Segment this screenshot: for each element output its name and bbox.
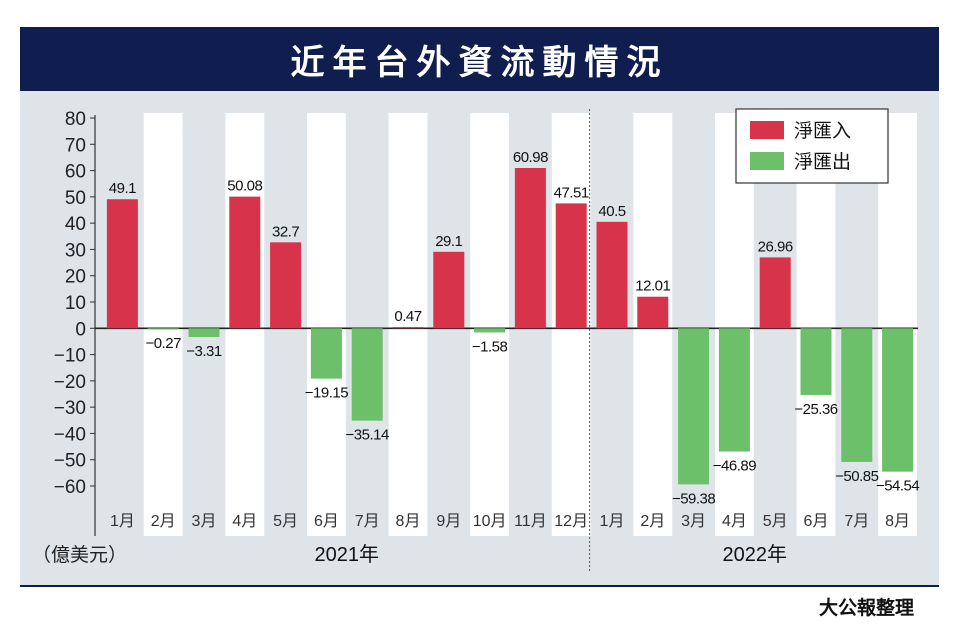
bar-value-label: −35.14 (346, 427, 389, 444)
x-tick-label: 1月 (110, 513, 135, 530)
bar-outflow (800, 328, 832, 395)
x-tick-label: 3月 (681, 513, 706, 530)
bar-inflow (637, 296, 669, 329)
bar-inflow (106, 199, 138, 329)
y-tick-label: −10 (54, 346, 86, 367)
bar-outflow (188, 328, 220, 337)
x-tick-label: 10月 (473, 513, 507, 530)
x-tick-label: 12月 (554, 513, 588, 530)
chart-panel: 80 70 60 50 40 30 20 10 0 −10 −20 −30 −40 −50 −60 49.1 1… (20, 91, 939, 585)
x-tick-label: 8月 (885, 513, 910, 530)
x-tick-label: 6月 (804, 513, 829, 530)
bar-value-label: 47.51 (554, 184, 589, 201)
bar-inflow (555, 203, 587, 329)
bar-value-label: 29.1 (435, 233, 462, 250)
year-group-label: 2022年 (723, 543, 788, 566)
bar-value-label: 50.08 (227, 178, 262, 195)
y-tick-label: −50 (54, 451, 86, 472)
legend-label: 淨匯出 (794, 151, 851, 173)
y-tick-label: 80 (65, 109, 86, 130)
bar-outflow (474, 328, 506, 333)
x-tick-label: 5月 (763, 513, 788, 530)
x-tick-label: 8月 (396, 513, 421, 530)
source-credit: 大公報整理 (818, 597, 914, 619)
bar-value-label: 40.5 (598, 203, 625, 220)
bar-value-label: −1.58 (472, 338, 508, 355)
x-tick-label: 4月 (722, 513, 747, 530)
y-tick-label: 30 (65, 240, 86, 261)
x-tick-label: 7月 (355, 513, 380, 530)
year-group-label: 2021年 (315, 543, 380, 566)
bar-value-label: −46.89 (713, 458, 756, 475)
bar-value-label: 26.96 (758, 238, 793, 255)
bar-value-label: 60.98 (513, 149, 548, 166)
x-tick-label: 3月 (192, 513, 217, 530)
bar-outflow (678, 328, 710, 485)
bar-inflow (392, 327, 424, 329)
bar-value-label: 12.01 (635, 278, 670, 295)
x-tick-label: 4月 (232, 513, 257, 530)
title-banner: 近年台外資流動情況 (20, 27, 939, 91)
legend-label: 淨匯入 (794, 120, 851, 142)
x-tick-label: 6月 (314, 513, 339, 530)
bar-inflow (759, 257, 791, 329)
bar-inflow (270, 242, 302, 329)
column-band (388, 113, 428, 536)
bar-value-label: −59.38 (672, 490, 715, 507)
bar-value-label: −0.27 (145, 335, 181, 352)
x-tick-label: 7月 (844, 513, 869, 530)
page-title: 近年台外資流動情況 (290, 42, 669, 83)
x-tick-label: 11月 (514, 513, 547, 530)
footer-divider (20, 585, 939, 587)
x-tick-label: 5月 (273, 513, 298, 530)
bar-value-label: −50.85 (835, 468, 878, 485)
x-tick-label: 2月 (640, 513, 665, 530)
legend-swatch (750, 121, 784, 139)
x-tick-label: 9月 (436, 513, 461, 530)
bar-chart: 80 70 60 50 40 30 20 10 0 −10 −20 −30 −40 −50 −60 49.1 1… (32, 108, 920, 573)
bar-inflow (229, 196, 261, 329)
bar-outflow (718, 328, 750, 452)
legend-swatch (750, 152, 784, 170)
bar-outflow (882, 328, 914, 472)
y-tick-label: 50 (65, 188, 86, 209)
bar-value-label: 0.47 (394, 308, 421, 325)
column-band (307, 113, 346, 536)
y-tick-label: 20 (65, 267, 86, 288)
bar-value-label: 32.7 (272, 223, 299, 240)
bar-inflow (433, 251, 465, 329)
y-tick-label: 10 (65, 293, 86, 314)
bar-inflow (514, 167, 546, 329)
bar-value-label: −54.54 (876, 478, 919, 495)
bar-outflow (147, 328, 179, 330)
y-axis-unit-label: （億美元） (32, 544, 127, 566)
bar-value-label: −19.15 (305, 385, 348, 402)
y-tick-label: −40 (54, 424, 86, 445)
column-band (143, 113, 183, 536)
y-tick-label: −20 (54, 372, 86, 393)
bar-value-label: −25.36 (794, 401, 837, 418)
x-tick-label: 2月 (151, 513, 176, 530)
y-tick-label: −30 (54, 398, 86, 419)
x-tick-label: 1月 (600, 513, 625, 530)
y-tick-label: 0 (75, 319, 86, 340)
bar-outflow (351, 328, 383, 421)
column-band (470, 113, 509, 536)
bar-outflow (310, 328, 342, 379)
y-tick-label: 60 (65, 162, 86, 183)
y-tick-label: 40 (65, 214, 86, 235)
bar-value-label: 49.1 (109, 180, 136, 197)
y-tick-label: 70 (65, 135, 86, 156)
bar-inflow (596, 221, 628, 329)
bar-outflow (841, 328, 873, 462)
y-tick-label: −60 (54, 477, 86, 498)
bar-value-label: −3.31 (186, 343, 222, 360)
